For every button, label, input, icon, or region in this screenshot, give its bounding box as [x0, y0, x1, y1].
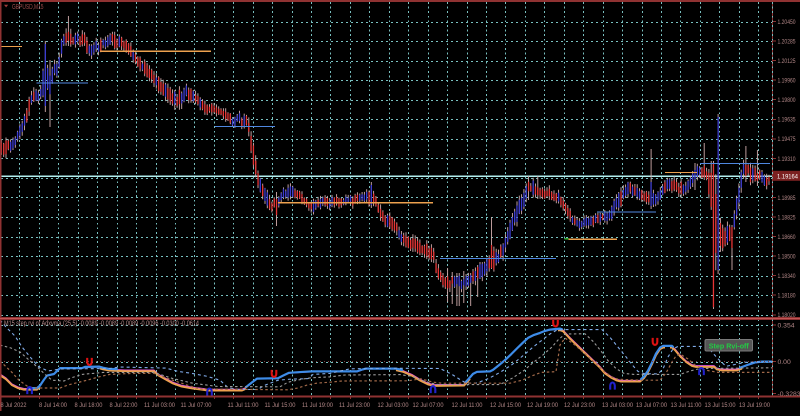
svg-text:Step Rvi-off: Step Rvi-off — [709, 341, 749, 350]
svg-text:1.18825: 1.18825 — [778, 214, 796, 221]
svg-text:1.19800: 1.19800 — [778, 97, 796, 104]
svg-text:GBPUSD,M15: GBPUSD,M15 — [12, 4, 44, 11]
svg-text:1.19960: 1.19960 — [778, 78, 796, 85]
svg-text:1.19475: 1.19475 — [778, 136, 796, 143]
svg-text:11 Jul 19:00: 11 Jul 19:00 — [302, 402, 333, 409]
svg-text:1.18660: 1.18660 — [778, 234, 796, 241]
svg-text:1.20450: 1.20450 — [778, 19, 796, 26]
svg-text:8 Jul 14:00: 8 Jul 14:00 — [39, 402, 67, 409]
svg-text:12 Jul 03:00: 12 Jul 03:00 — [378, 402, 409, 409]
svg-text:1.19635: 1.19635 — [778, 117, 796, 124]
svg-text:12 Jul 15:00: 12 Jul 15:00 — [490, 402, 521, 409]
svg-text:1.20125: 1.20125 — [778, 58, 796, 65]
svg-text:11 Jul 03:00: 11 Jul 03:00 — [144, 402, 175, 409]
svg-text:1.18340: 1.18340 — [778, 273, 796, 280]
svg-text:8 Jul 22:00: 8 Jul 22:00 — [110, 402, 138, 409]
svg-text:13 Jul 03:00: 13 Jul 03:00 — [602, 402, 633, 409]
svg-text:12 Jul 23:00: 12 Jul 23:00 — [564, 402, 595, 409]
svg-text:1.19164: 1.19164 — [777, 174, 798, 181]
svg-text:0.354: 0.354 — [778, 322, 795, 329]
svg-text:M15 step rvi of Adxvma (25,5): M15 step rvi of Adxvma (25,5) -0.0089 -0… — [4, 320, 199, 327]
svg-text:1.18180: 1.18180 — [778, 293, 796, 300]
svg-text:11 Jul 07:00: 11 Jul 07:00 — [181, 402, 212, 409]
svg-text:11 Jul 11:00: 11 Jul 11:00 — [228, 402, 259, 409]
svg-text:1.18020: 1.18020 — [778, 312, 796, 319]
svg-text:12 Jul 19:00: 12 Jul 19:00 — [527, 402, 558, 409]
svg-text:0.00: 0.00 — [778, 359, 791, 366]
svg-text:13 Jul 15:00: 13 Jul 15:00 — [705, 402, 736, 409]
svg-text:11 Jul 15:00: 11 Jul 15:00 — [265, 402, 296, 409]
svg-text:1.18500: 1.18500 — [778, 254, 796, 261]
svg-text:-0.3283: -0.3283 — [778, 391, 800, 398]
svg-text:1.18985: 1.18985 — [778, 195, 796, 202]
svg-text:8 Jul 2022: 8 Jul 2022 — [1, 402, 27, 409]
svg-text:8 Jul 18:00: 8 Jul 18:00 — [75, 402, 103, 409]
svg-text:13 Jul 11:00: 13 Jul 11:00 — [671, 402, 702, 409]
svg-text:11 Jul 23:00: 11 Jul 23:00 — [339, 402, 370, 409]
svg-text:13 Jul 07:00: 13 Jul 07:00 — [636, 402, 667, 409]
svg-text:12 Jul 11:00: 12 Jul 11:00 — [452, 402, 483, 409]
svg-text:1.19310: 1.19310 — [778, 156, 796, 163]
svg-text:12 Jul 07:00: 12 Jul 07:00 — [413, 402, 444, 409]
svg-text:13 Jul 19:00: 13 Jul 19:00 — [739, 402, 770, 409]
svg-text:1.20285: 1.20285 — [778, 38, 796, 45]
